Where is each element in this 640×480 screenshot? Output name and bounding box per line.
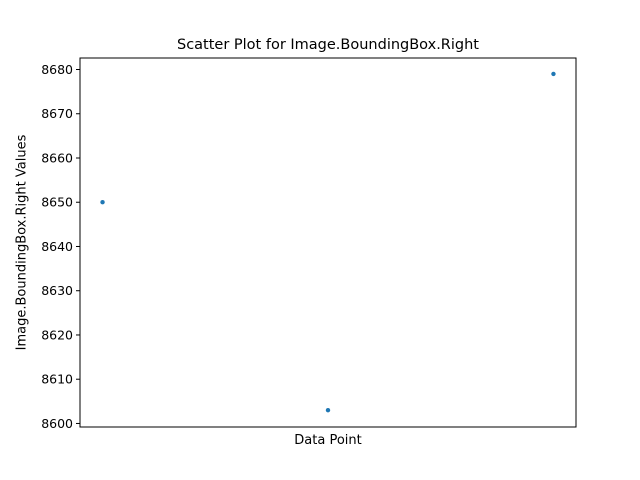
x-axis-label: Data Point: [294, 433, 361, 448]
y-tick-label: 8650: [41, 195, 73, 210]
y-tick-label: 8680: [41, 62, 73, 77]
data-points: [100, 71, 556, 413]
plot-area-frame: [79, 57, 577, 428]
y-tick-label: 8610: [41, 372, 73, 387]
chart-title: Scatter Plot for Image.BoundingBox.Right: [177, 37, 479, 53]
y-axis-ticks: 8600 8610 8620 8630 8640 8650 8660 8670 8680: [41, 62, 80, 431]
y-tick-label: 8640: [41, 239, 73, 254]
y-tick-label: 8600: [41, 416, 73, 431]
data-point: [551, 71, 556, 77]
y-tick-label: 8630: [41, 283, 73, 298]
y-tick-label: 8660: [41, 150, 73, 165]
y-axis-label: Image.BoundingBox.Right Values: [15, 134, 30, 350]
data-point: [100, 200, 105, 205]
y-tick-label: 8620: [41, 327, 73, 342]
y-tick-label: 8670: [41, 106, 73, 121]
data-point: [325, 407, 331, 413]
